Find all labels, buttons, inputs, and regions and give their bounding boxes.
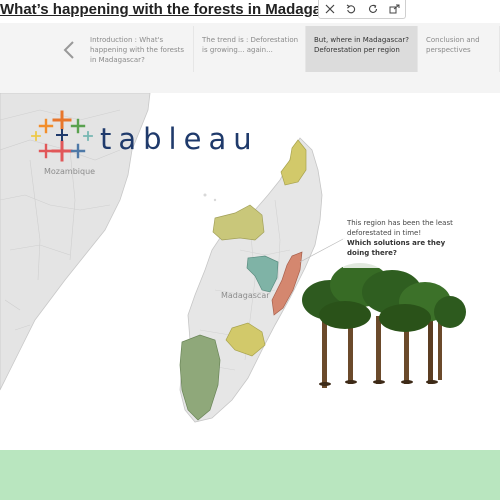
region-amoron-mania	[225, 322, 266, 357]
story-point-introduction[interactable]: Introduction : What's happening with the…	[82, 26, 194, 72]
chevron-left-icon[interactable]	[58, 30, 80, 70]
story-point-trend[interactable]: The trend is : Deforestation is growing.…	[194, 26, 306, 72]
comoros-island	[213, 198, 217, 202]
mainland-africa-shape	[0, 93, 151, 391]
region-borders-mainland	[0, 109, 121, 281]
region-diana	[280, 139, 307, 186]
map-canvas[interactable]	[0, 93, 500, 450]
forest-illustration	[302, 263, 466, 388]
region-atsinanana	[271, 251, 303, 316]
tableau-logo-icon	[31, 110, 93, 162]
callout-question: Which solutions are they doing there?	[347, 239, 446, 257]
region-sofia	[212, 204, 265, 241]
page-title: What’s happening with the forests in Mad…	[0, 1, 320, 18]
region-alaotra-mangoro	[246, 255, 279, 293]
footer-panel	[0, 450, 500, 500]
refresh-icon[interactable]	[364, 0, 382, 18]
story-point-deforestation-region[interactable]: But, where in Madagascar? Deforestation …	[306, 26, 418, 72]
share-icon[interactable]	[385, 0, 403, 18]
callout-leader-line	[299, 237, 346, 263]
undo-icon[interactable]	[342, 0, 360, 18]
region-borders-inner	[4, 299, 31, 331]
region-atsimo-andrefana	[179, 334, 221, 421]
comoros-island	[203, 193, 207, 197]
close-icon[interactable]	[321, 0, 339, 18]
map-view[interactable]	[0, 93, 500, 450]
toolbar	[318, 0, 406, 19]
callout-text: This region has been the least deforesta…	[347, 219, 453, 237]
region-callout: This region has been the least deforesta…	[343, 216, 458, 268]
label-madagascar: Madagascar	[221, 291, 270, 300]
label-mozambique: Mozambique	[44, 167, 96, 176]
story-point-conclusion[interactable]: Conclusion and perspectives	[418, 26, 500, 72]
tableau-wordmark: tableau	[100, 122, 259, 156]
